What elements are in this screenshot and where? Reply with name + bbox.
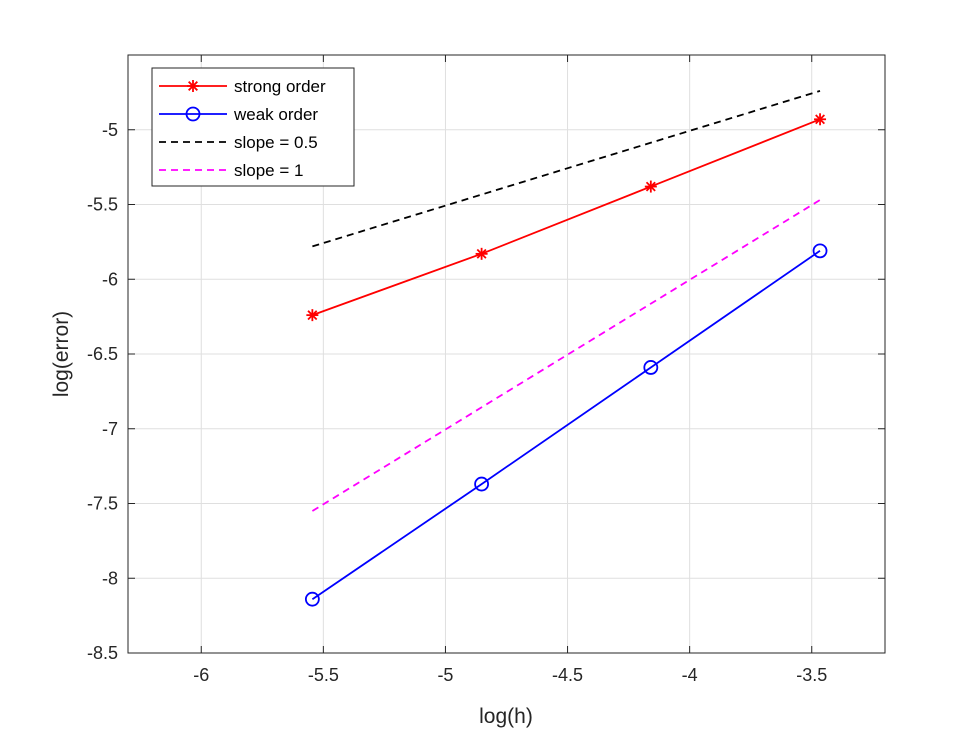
x-tick-label: -6 [193, 665, 209, 685]
legend-box [151, 67, 355, 187]
x-tick-label: -5.5 [308, 665, 339, 685]
legend: strong order weak order slope = 0.5 slope =… [151, 67, 355, 187]
y-tick-label: -8.5 [87, 643, 118, 663]
y-axis-label: log(error) [50, 311, 73, 397]
y-tick-label: -8 [102, 568, 118, 588]
series-layer [304, 90, 828, 607]
data-point-weak-order [304, 591, 320, 607]
data-point-strong-order [814, 113, 827, 126]
legend-label-slope-1: slope = 1 [234, 161, 303, 180]
y-tick-label: -7.5 [87, 494, 118, 514]
marker-stroke [476, 248, 487, 259]
data-point-weak-order [812, 243, 828, 259]
axis-ticks: -6 -5.5 -5 -4.5 -4 -3.5 -8.5 -8 -7.5 -7 -6.5 -6 -5.5… [87, 55, 885, 685]
series-line-weak-order [311, 250, 821, 600]
series-line-slope-1 [311, 199, 821, 512]
data-point-strong-order [475, 247, 488, 260]
data-point-strong-order [644, 180, 657, 193]
legend-marker-strong-order [187, 80, 199, 92]
series-line-slope-0-5 [312, 90, 821, 248]
y-tick-label: -6 [102, 269, 118, 289]
series-line-strong-order [312, 118, 821, 316]
y-tick-label: -7 [102, 419, 118, 439]
data-point-weak-order [643, 360, 659, 375]
legend-label-strong-order: strong order [234, 77, 326, 96]
marker-stroke [307, 310, 318, 321]
legend-label-weak-order: weak order [233, 105, 318, 124]
grid [128, 55, 885, 654]
marker-stroke [645, 181, 656, 192]
x-tick-label: -5 [437, 665, 453, 685]
x-tick-label: -4 [682, 665, 698, 685]
legend-marker-weak-order [185, 106, 201, 122]
x-axis-label: log(h) [479, 705, 533, 728]
marker-stroke [188, 81, 198, 91]
legend-label-slope-0-5: slope = 0.5 [234, 133, 318, 152]
y-tick-label: -6.5 [87, 344, 118, 364]
x-tick-label: -3.5 [796, 665, 827, 685]
marker-stroke [815, 114, 826, 125]
data-point-weak-order [474, 476, 489, 492]
y-tick-label: -5 [102, 120, 118, 140]
data-point-strong-order [306, 309, 319, 322]
y-tick-label: -5.5 [87, 195, 118, 215]
x-tick-label: -4.5 [552, 665, 583, 685]
